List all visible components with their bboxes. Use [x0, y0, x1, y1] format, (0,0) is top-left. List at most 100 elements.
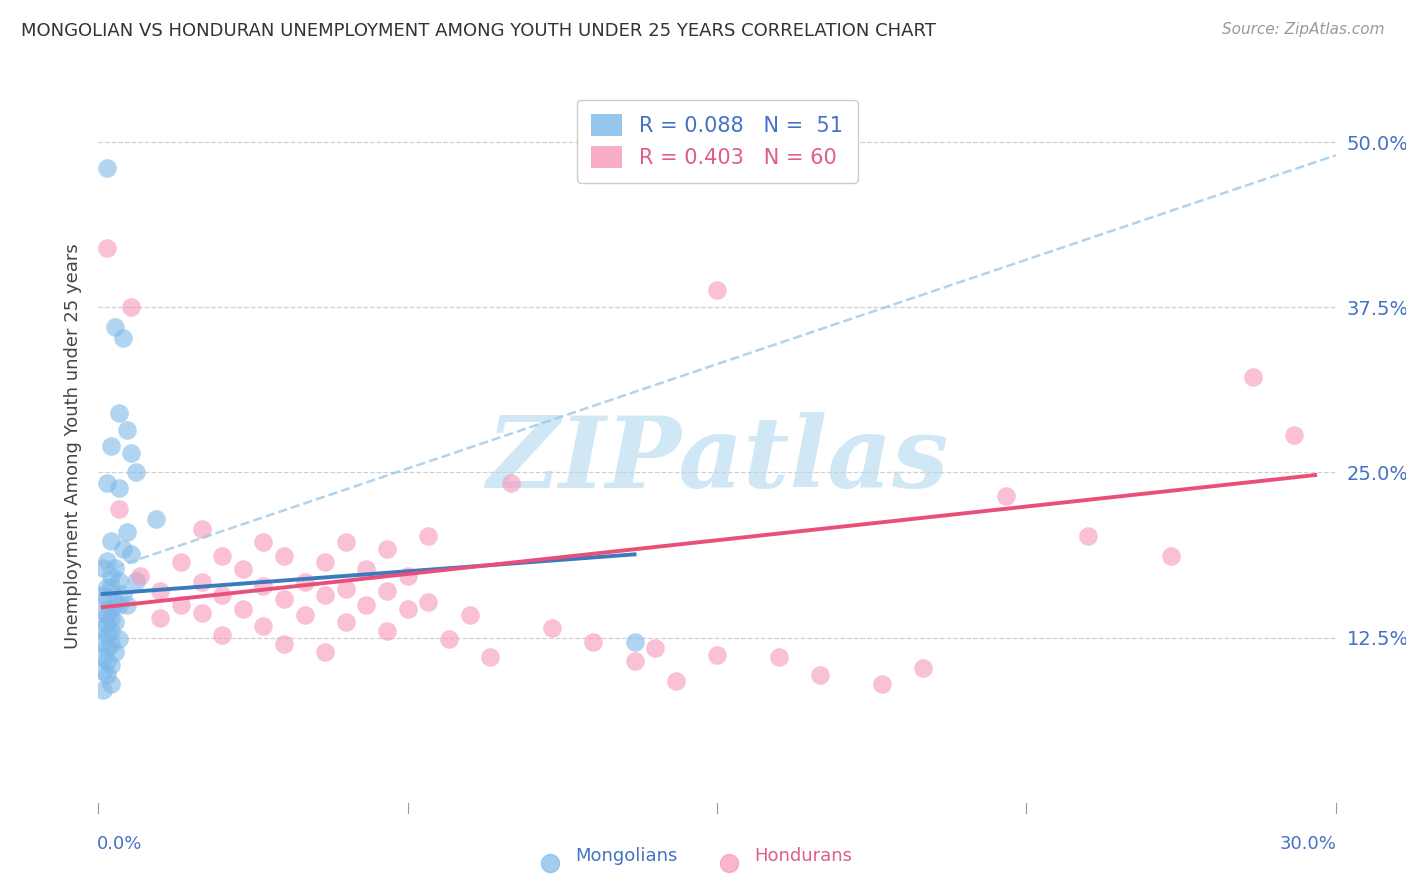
Point: [120, 547, 142, 561]
Y-axis label: Unemployment Among Youth under 25 years: Unemployment Among Youth under 25 years: [63, 244, 82, 648]
Point: [91, 634, 114, 648]
Point: [117, 423, 139, 437]
Point: [252, 535, 274, 549]
Point: [479, 650, 502, 665]
Point: [104, 595, 127, 609]
Point: [232, 562, 254, 576]
Point: [396, 601, 419, 615]
Point: [96, 161, 118, 176]
Point: [104, 320, 127, 334]
Point: [100, 439, 122, 453]
Point: [252, 579, 274, 593]
Point: [117, 598, 139, 612]
Point: [190, 522, 212, 536]
Point: [91, 588, 114, 602]
Point: [335, 615, 357, 629]
Point: [870, 677, 893, 691]
Point: [91, 650, 114, 665]
Point: [124, 466, 146, 480]
Point: [623, 634, 645, 648]
Point: [375, 542, 398, 557]
Point: [232, 601, 254, 615]
Point: [96, 654, 118, 668]
Point: [706, 283, 728, 297]
Point: [96, 617, 118, 632]
Point: [96, 591, 118, 605]
Point: [128, 568, 150, 582]
Point: [100, 637, 122, 651]
Text: Mongolians: Mongolians: [575, 847, 678, 865]
Point: [623, 654, 645, 668]
Point: [190, 575, 212, 590]
Point: [437, 632, 460, 646]
Point: [211, 588, 233, 602]
Point: [149, 611, 172, 625]
Point: [190, 606, 212, 620]
Point: [706, 648, 728, 662]
Point: [170, 598, 193, 612]
Point: [91, 604, 114, 618]
Point: [96, 608, 118, 623]
Point: [100, 611, 122, 625]
Point: [96, 628, 118, 642]
Text: Source: ZipAtlas.com: Source: ZipAtlas.com: [1222, 22, 1385, 37]
Legend: R = 0.088   N =  51, R = 0.403   N = 60: R = 0.088 N = 51, R = 0.403 N = 60: [576, 100, 858, 183]
Point: [112, 331, 135, 345]
Point: [149, 584, 172, 599]
Point: [375, 624, 398, 638]
Point: [768, 650, 790, 665]
Point: [912, 661, 935, 675]
Point: [117, 524, 139, 539]
Point: [458, 608, 481, 623]
Point: [170, 555, 193, 569]
Point: [96, 241, 118, 255]
Point: [96, 667, 118, 681]
Point: [294, 608, 316, 623]
Text: 30.0%: 30.0%: [1279, 835, 1337, 853]
Text: 0.0%: 0.0%: [97, 835, 142, 853]
Text: MONGOLIAN VS HONDURAN UNEMPLOYMENT AMONG YOUTH UNDER 25 YEARS CORRELATION CHART: MONGOLIAN VS HONDURAN UNEMPLOYMENT AMONG…: [21, 22, 936, 40]
Point: [1077, 529, 1099, 543]
Point: [112, 542, 135, 557]
Point: [314, 588, 336, 602]
Point: [418, 595, 440, 609]
Point: [396, 568, 419, 582]
Point: [273, 592, 295, 607]
Point: [294, 575, 316, 590]
Point: [356, 562, 378, 576]
Point: [1160, 549, 1182, 563]
Point: [100, 601, 122, 615]
Point: [100, 568, 122, 582]
Point: [375, 584, 398, 599]
Point: [104, 615, 127, 629]
Point: [808, 667, 831, 681]
Point: [1241, 370, 1264, 384]
Point: [273, 549, 295, 563]
Point: [104, 645, 127, 659]
Point: [499, 475, 522, 490]
Point: [100, 534, 122, 549]
Point: [96, 641, 118, 656]
Point: [91, 621, 114, 635]
Text: Hondurans: Hondurans: [754, 847, 852, 865]
Text: ZIPatlas: ZIPatlas: [486, 412, 948, 508]
Point: [120, 300, 142, 314]
Point: [100, 658, 122, 673]
Point: [252, 618, 274, 632]
Point: [100, 624, 122, 638]
Point: [120, 445, 142, 459]
Point: [108, 598, 131, 612]
Point: [273, 637, 295, 651]
Point: [1284, 428, 1306, 442]
Point: [335, 582, 357, 596]
Point: [211, 628, 233, 642]
Point: [124, 574, 146, 588]
Point: [314, 555, 336, 569]
Point: [418, 529, 440, 543]
Point: [100, 581, 122, 595]
Point: [104, 560, 127, 574]
Point: [994, 489, 1017, 503]
Point: [211, 549, 233, 563]
Point: [314, 645, 336, 659]
Point: [108, 406, 131, 420]
